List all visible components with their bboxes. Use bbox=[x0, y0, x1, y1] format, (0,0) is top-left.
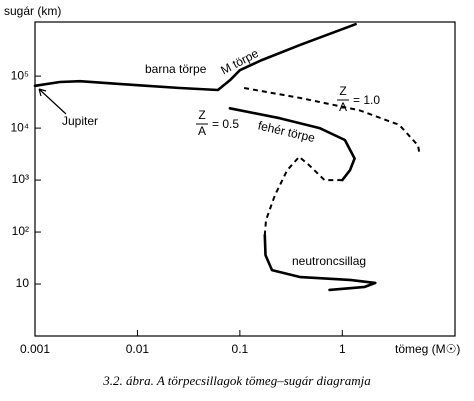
x-axis-label: tömeg (M☉) bbox=[395, 342, 460, 356]
series-line bbox=[243, 87, 421, 156]
x-tick-label: 0.1 bbox=[232, 342, 249, 356]
annotation: Jupiter bbox=[62, 114, 98, 128]
y-tick-label: 10⁴ bbox=[10, 120, 29, 134]
x-tick-label: 0.01 bbox=[126, 342, 150, 356]
fraction-denominator: A bbox=[198, 124, 206, 138]
fraction-numerator: Z bbox=[198, 108, 205, 122]
series-line bbox=[33, 22, 357, 92]
annotation: M törpe bbox=[218, 46, 261, 78]
fraction-value: = 0.5 bbox=[212, 117, 239, 131]
series-line bbox=[228, 107, 356, 182]
annotation: fehér törpe bbox=[257, 118, 317, 145]
annotation: neutroncsillag bbox=[292, 254, 366, 268]
fraction-value: = 1.0 bbox=[353, 93, 380, 107]
jupiter-arrow bbox=[38, 88, 67, 115]
caption: 3.2. ábra. A törpecsillagok tömeg–sugár … bbox=[102, 373, 371, 388]
y-tick-label: 10 bbox=[16, 276, 30, 290]
series-line bbox=[263, 155, 343, 236]
series-line bbox=[263, 233, 377, 292]
annotation: barna törpe bbox=[145, 62, 207, 76]
fraction-numerator: Z bbox=[339, 84, 346, 98]
fraction-denominator: A bbox=[339, 100, 347, 114]
y-tick-label: 10⁵ bbox=[11, 68, 29, 82]
plot-frame bbox=[34, 21, 456, 337]
x-tick-label: 1 bbox=[339, 342, 346, 356]
y-tick-label: 10³ bbox=[12, 172, 29, 186]
y-tick-label: 10² bbox=[12, 224, 29, 238]
x-tick-label: 0.001 bbox=[20, 342, 50, 356]
y-axis-label: sugár (km) bbox=[4, 4, 61, 18]
